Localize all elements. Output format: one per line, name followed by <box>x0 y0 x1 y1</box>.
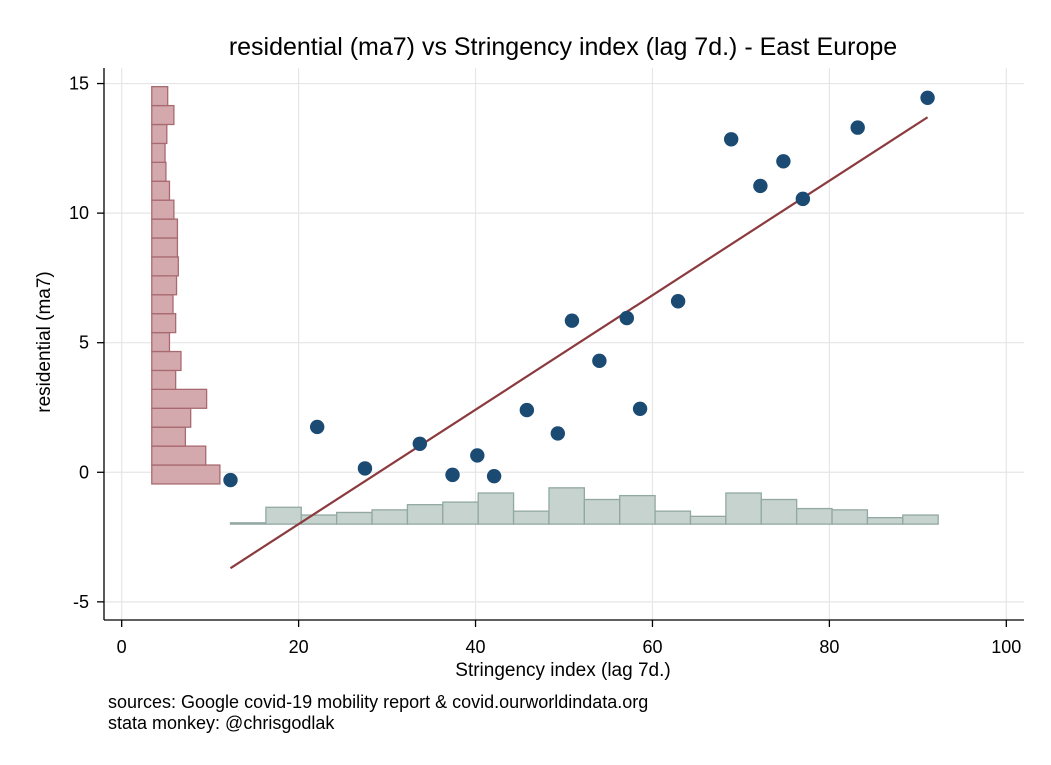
x-tick-label: 40 <box>466 637 486 657</box>
y-tick-label: 0 <box>79 462 89 482</box>
scatter-point <box>670 294 686 309</box>
scatter-point <box>357 461 373 476</box>
x-histogram-bar <box>902 514 939 525</box>
scatter-point <box>619 310 635 326</box>
grid <box>104 68 1024 620</box>
x-ticks: 0 20 40 60 80 100 <box>117 620 1021 657</box>
scatter-point <box>486 468 502 484</box>
y-histogram-bar <box>151 369 177 391</box>
x-histogram-bar <box>371 509 409 525</box>
y-tick-label: 5 <box>79 333 89 353</box>
scatter-point <box>470 448 485 463</box>
x-histogram-bar <box>477 492 515 525</box>
source-note: sources: Google covid-19 mobility report… <box>108 692 648 712</box>
x-histogram-bar <box>265 506 302 525</box>
y-tick-label: 15 <box>69 74 89 94</box>
y-ticks: -5 0 5 10 15 <box>69 74 104 612</box>
x-histogram <box>229 487 939 525</box>
y-histogram-bar <box>151 313 177 334</box>
y-histogram-bar <box>151 180 171 201</box>
y-tick-label: -5 <box>73 592 89 612</box>
x-histogram-bar <box>583 498 621 525</box>
scatter-point <box>776 154 791 169</box>
y-histogram-bar <box>151 294 174 315</box>
y-histogram-bar <box>151 104 175 126</box>
y-histogram-bar <box>151 275 178 296</box>
scatter-point <box>753 178 768 194</box>
y-histogram-bar <box>151 388 208 409</box>
x-histogram-bar <box>725 492 762 525</box>
y-histogram-bar <box>151 445 207 466</box>
y-histogram-bar <box>151 331 171 353</box>
y-histogram-bar <box>151 86 169 107</box>
scatter-point <box>920 90 935 106</box>
chart-title: residential (ma7) vs Stringency index (l… <box>229 33 897 61</box>
y-histogram-bar <box>151 123 168 145</box>
y-histogram-bar <box>151 199 175 220</box>
x-histogram-bar <box>654 510 692 525</box>
x-histogram-bar <box>689 515 727 525</box>
x-tick-label: 0 <box>117 637 127 657</box>
x-histogram-bar <box>831 509 869 525</box>
scatter-point <box>519 402 535 418</box>
x-histogram-bar <box>548 487 585 525</box>
y-histogram-bar <box>151 218 179 239</box>
y-axis-label: residential (ma7) <box>34 271 55 413</box>
x-histogram-bar <box>512 510 550 525</box>
x-histogram-bar <box>442 501 479 525</box>
y-histogram-bar <box>151 161 167 182</box>
scatter-points <box>223 90 935 488</box>
y-histogram-bar <box>151 464 221 485</box>
x-histogram-bar <box>229 522 267 525</box>
scatter-point <box>592 353 607 369</box>
scatter-point <box>223 472 238 488</box>
scatter-point <box>412 436 428 451</box>
author-note: stata monkey: @chrisgodlak <box>108 713 335 733</box>
y-histogram-bar <box>151 142 166 163</box>
scatter-point <box>445 467 460 483</box>
x-histogram-bar <box>866 516 904 525</box>
x-tick-label: 100 <box>991 637 1021 657</box>
x-histogram-bar <box>406 504 444 525</box>
x-histogram-bar <box>336 511 373 525</box>
scatter-point <box>850 120 865 135</box>
fit-line <box>229 116 929 570</box>
x-histogram-bar <box>619 494 656 525</box>
scatter-point <box>550 426 566 441</box>
y-histogram-bar <box>151 256 179 277</box>
x-histogram-bar <box>796 507 833 525</box>
y-histogram-bar <box>151 237 179 258</box>
scatter-point <box>632 401 648 416</box>
y-histogram-bar <box>151 350 182 372</box>
x-tick-label: 60 <box>642 637 662 657</box>
y-histogram-bar <box>151 426 187 447</box>
x-tick-label: 20 <box>289 637 309 657</box>
scatter-point <box>564 313 580 328</box>
y-tick-label: 10 <box>69 203 89 223</box>
y-histogram <box>151 86 221 485</box>
x-axis-label: Stringency index (lag 7d.) <box>455 660 670 681</box>
fit-line-group <box>229 116 929 570</box>
x-histogram-bar <box>760 498 798 525</box>
x-tick-label: 80 <box>819 637 839 657</box>
scatter-point <box>723 132 739 147</box>
y-histogram-bar <box>151 407 192 428</box>
scatter-point <box>309 419 325 435</box>
scatter-point <box>795 191 811 207</box>
